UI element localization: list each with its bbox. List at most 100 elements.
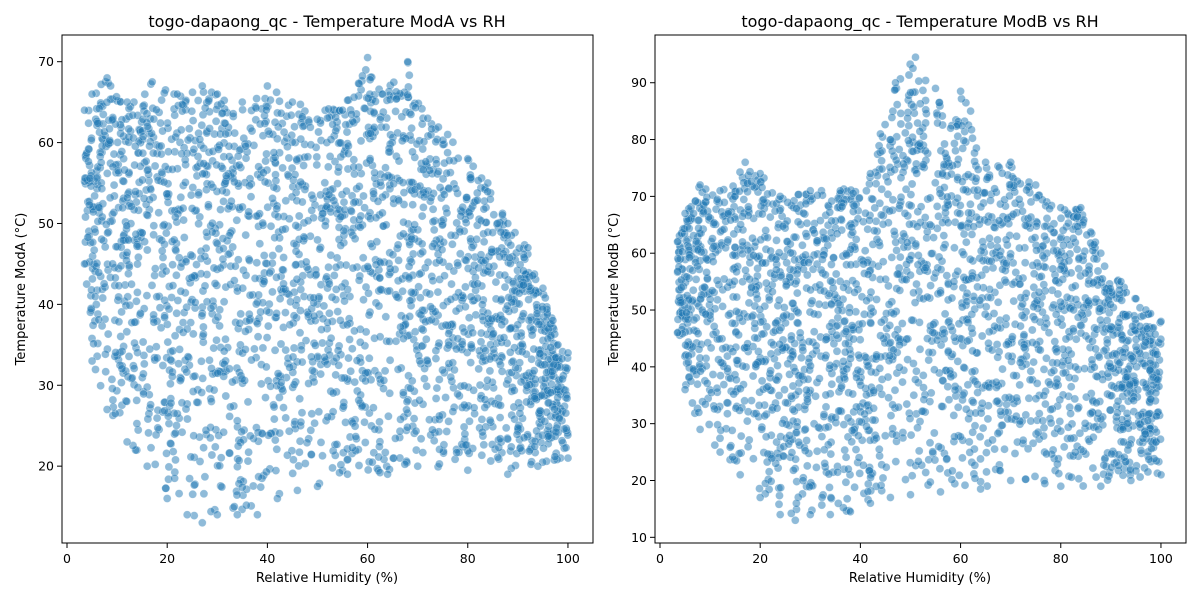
scatter-point xyxy=(789,232,799,242)
scatter-point xyxy=(444,340,454,350)
scatter-point xyxy=(481,256,490,265)
scatter-point xyxy=(172,308,181,318)
scatter-point xyxy=(127,373,137,383)
scatter-point xyxy=(405,312,415,321)
scatter-point xyxy=(869,403,878,413)
scatter-point xyxy=(444,417,453,426)
scatter-point xyxy=(885,351,895,361)
scatter-point xyxy=(832,346,842,356)
scatter-point xyxy=(514,244,524,253)
scatter-point xyxy=(854,453,864,462)
scatter-point xyxy=(123,292,132,302)
scatter-point xyxy=(766,476,776,486)
scatter-point xyxy=(1078,481,1088,491)
scatter-point xyxy=(729,389,739,399)
scatter-point xyxy=(302,438,312,448)
scatter-point xyxy=(924,355,934,365)
scatter-point xyxy=(1084,296,1093,306)
scatter-point xyxy=(172,89,182,99)
scatter-point xyxy=(685,253,694,262)
scatter-point xyxy=(449,266,459,276)
scatter-point xyxy=(122,437,132,447)
scatter-point xyxy=(736,384,745,394)
scatter-point xyxy=(366,129,375,138)
scatter-point xyxy=(1015,279,1024,289)
scatter-point xyxy=(515,409,525,418)
scatter-point xyxy=(805,482,814,492)
scatter-point xyxy=(344,353,353,363)
scatter-point xyxy=(347,110,356,119)
scatter-point xyxy=(283,142,292,151)
scatter-point xyxy=(219,244,228,253)
scatter-point xyxy=(701,309,710,319)
scatter-point xyxy=(379,376,389,385)
scatter-point xyxy=(280,224,290,234)
scatter-chart-modb: togo-dapaong_qc - Temperature ModB vs RH… xyxy=(607,12,1187,586)
scatter-point xyxy=(397,112,407,122)
scatter-point xyxy=(399,334,408,343)
scatter-point xyxy=(1032,221,1041,231)
scatter-point xyxy=(953,266,963,276)
scatter-point xyxy=(410,220,419,230)
scatter-point xyxy=(94,203,103,212)
scatter-point xyxy=(208,218,217,228)
scatter-point xyxy=(847,321,857,330)
scatter-point xyxy=(761,278,771,288)
scatter-point xyxy=(349,198,359,207)
scatter-point xyxy=(138,115,148,124)
scatter-point xyxy=(969,222,979,231)
scatter-point xyxy=(1082,230,1092,240)
scatter-point xyxy=(1122,311,1132,321)
scatter-point xyxy=(963,380,973,390)
scatter-point xyxy=(407,234,417,244)
scatter-point xyxy=(111,242,121,251)
scatter-point xyxy=(354,275,364,285)
scatter-point xyxy=(102,405,112,414)
scatter-point xyxy=(738,361,748,371)
scatter-point xyxy=(419,137,429,146)
scatter-point xyxy=(332,253,342,263)
scatter-point xyxy=(258,218,268,228)
scatter-point xyxy=(324,279,334,289)
scatter-point xyxy=(809,309,819,319)
scatter-point xyxy=(866,318,876,328)
scatter-point xyxy=(831,269,841,279)
scatter-point xyxy=(176,262,186,272)
scatter-point xyxy=(798,241,807,250)
scatter-point xyxy=(300,185,310,194)
scatter-point xyxy=(825,322,835,331)
scatter-point xyxy=(1029,269,1039,279)
scatter-point xyxy=(443,130,453,139)
scatter-point xyxy=(846,260,856,270)
scatter-point xyxy=(200,281,210,291)
scatter-point xyxy=(942,454,952,464)
scatter-point xyxy=(503,469,513,479)
scatter-point xyxy=(480,403,490,412)
scatter-point xyxy=(272,309,281,318)
scatter-point xyxy=(363,262,373,271)
scatter-point xyxy=(117,378,126,387)
scatter-point xyxy=(381,312,391,322)
scatter-point xyxy=(457,339,467,349)
scatter-point xyxy=(142,291,152,300)
scatter-point xyxy=(358,71,367,81)
scatter-point xyxy=(1058,275,1067,284)
scatter-point xyxy=(265,268,274,278)
scatter-point xyxy=(359,295,368,305)
scatter-point xyxy=(816,216,825,225)
scatter-point xyxy=(464,313,474,323)
scatter-point xyxy=(316,369,326,379)
scatter-point xyxy=(375,417,384,427)
scatter-point xyxy=(718,302,727,311)
scatter-point xyxy=(840,445,850,455)
scatter-point xyxy=(496,295,506,304)
scatter-point xyxy=(128,111,138,120)
scatter-point xyxy=(1066,382,1076,392)
scatter-point xyxy=(343,469,352,479)
scatter-point xyxy=(349,93,359,102)
scatter-point xyxy=(129,364,139,373)
scatter-point xyxy=(816,265,826,275)
scatter-point xyxy=(925,477,935,487)
scatter-point xyxy=(109,149,119,159)
scatter-point xyxy=(219,427,228,437)
